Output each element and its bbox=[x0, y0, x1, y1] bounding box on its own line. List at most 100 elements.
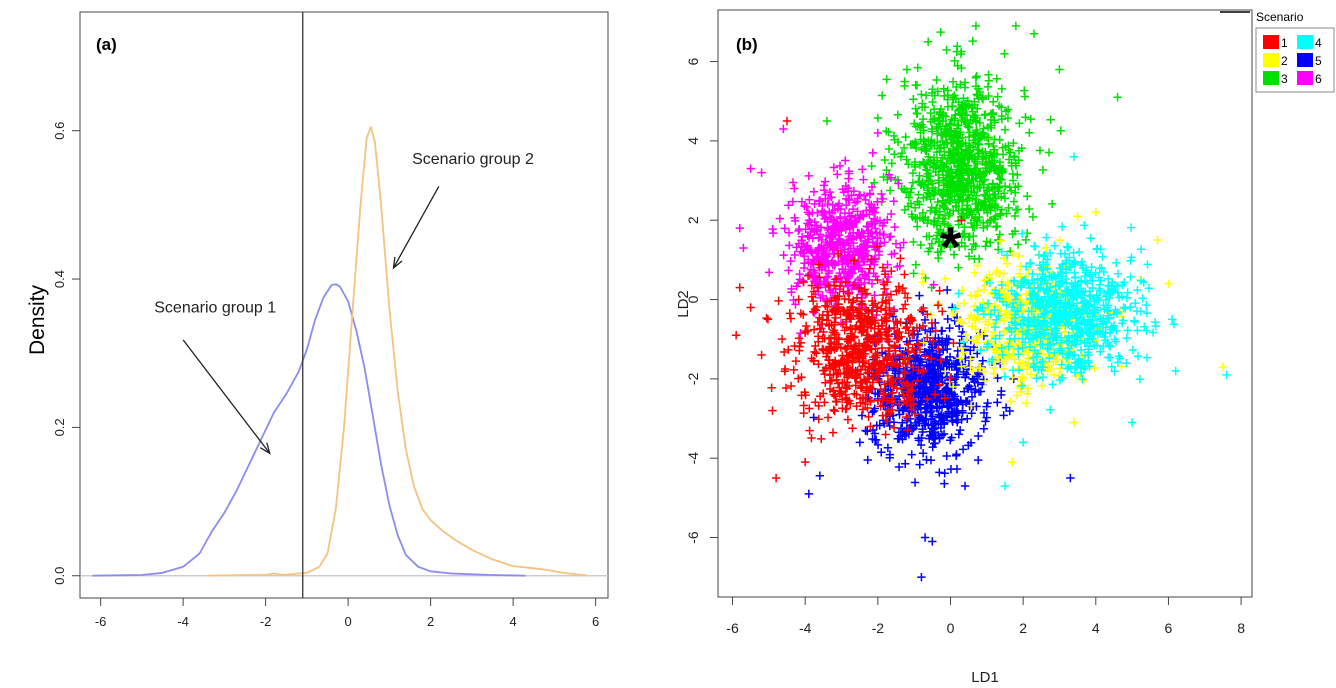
scatter-point-scenario-4 bbox=[1079, 364, 1089, 374]
scatter-point-scenario-4 bbox=[988, 355, 997, 364]
scatter-point-scenario-5 bbox=[942, 285, 952, 295]
scatter-point-scenario-2 bbox=[996, 236, 1006, 246]
scatter-point-scenario-3 bbox=[966, 142, 975, 152]
scatter-point-scenario-5 bbox=[974, 455, 983, 465]
scatter-point-scenario-3 bbox=[890, 150, 899, 159]
scatter-point-scenario-4 bbox=[1007, 327, 1016, 336]
scatter-point-scenario-3 bbox=[950, 56, 959, 66]
scatter-point-scenario-3 bbox=[1008, 176, 1018, 185]
scatter-point-scenario-3 bbox=[998, 150, 1008, 159]
scatter-point-scenario-5 bbox=[928, 537, 937, 546]
scatter-point-scenario-2 bbox=[959, 299, 969, 308]
scatter-point-scenario-4 bbox=[1038, 357, 1047, 366]
scatter-point-scenario-2 bbox=[1012, 391, 1022, 400]
scatter-point-scenario-1 bbox=[838, 351, 847, 360]
scatter-point-scenario-3 bbox=[992, 221, 1002, 231]
scatter-point-scenario-6 bbox=[858, 165, 867, 174]
annotation-label-1: Scenario group 1 bbox=[154, 299, 276, 316]
scatter-point-scenario-1 bbox=[785, 309, 794, 318]
scatter-point-scenario-3 bbox=[923, 183, 932, 193]
scatter-point-scenario-4 bbox=[1055, 303, 1064, 312]
scatter-point-scenario-3 bbox=[1028, 212, 1038, 222]
scatter-point-scenario-2 bbox=[971, 316, 980, 325]
scatter-point-scenario-3 bbox=[948, 77, 958, 86]
scatter-point-scenario-5 bbox=[928, 379, 937, 389]
scatter-point-scenario-2 bbox=[985, 270, 994, 279]
scatter-point-scenario-1 bbox=[757, 350, 766, 360]
scatter-point-scenario-4 bbox=[1035, 329, 1044, 339]
scatter-point-scenario-3 bbox=[982, 168, 991, 177]
scatter-point-scenario-2 bbox=[1008, 457, 1017, 467]
scatter-point-scenario-2 bbox=[957, 343, 966, 353]
scatter-point-scenario-5 bbox=[894, 462, 904, 472]
scatter-point-scenario-5 bbox=[918, 449, 928, 458]
scatter-point-scenario-4 bbox=[1038, 340, 1047, 349]
scatter-point-scenario-3 bbox=[990, 215, 1000, 224]
scatter-point-scenario-3 bbox=[969, 231, 978, 241]
scatter-point-scenario-3 bbox=[927, 127, 937, 136]
scatter-point-scenario-3 bbox=[877, 91, 887, 100]
scatter-point-scenario-3 bbox=[1006, 186, 1016, 195]
scatter-point-scenario-5 bbox=[967, 409, 976, 418]
scatter-point-scenario-5 bbox=[966, 346, 975, 355]
scatter-point-scenario-3 bbox=[922, 232, 931, 241]
scatter-point-scenario-3 bbox=[959, 94, 968, 103]
scatter-point-scenario-1 bbox=[889, 423, 899, 432]
scatter-point-scenario-3 bbox=[971, 241, 980, 251]
scatter-point-scenario-3 bbox=[964, 193, 974, 203]
scatter-point-scenario-4 bbox=[1104, 341, 1114, 350]
scatter-point-scenario-2 bbox=[973, 290, 982, 300]
scatter-point-scenario-3 bbox=[885, 186, 895, 195]
scatter-point-scenario-3 bbox=[936, 158, 946, 167]
scatter-point-scenario-4 bbox=[1119, 303, 1128, 312]
scatter-point-scenario-2 bbox=[1001, 309, 1011, 319]
scatter-point-scenario-3 bbox=[984, 91, 993, 101]
scatter-point-scenario-3 bbox=[902, 65, 912, 74]
scatter-point-scenario-4 bbox=[1111, 337, 1121, 346]
scatter-point-scenario-4 bbox=[1000, 481, 1010, 491]
scatter-point-scenario-3 bbox=[975, 183, 985, 192]
scatter-point-scenario-3 bbox=[985, 149, 995, 158]
density-curve-series-1 bbox=[92, 283, 526, 577]
density-x-tick-label: -2 bbox=[260, 614, 272, 629]
scatter-point-scenario-2 bbox=[1079, 376, 1088, 386]
scatter-point-scenario-5 bbox=[936, 411, 946, 420]
scatter-point-scenario-5 bbox=[915, 417, 924, 426]
scatter-point-scenario-3 bbox=[926, 194, 935, 204]
scatter-point-scenario-2 bbox=[957, 362, 966, 371]
legend-label-scenario-6: 6 bbox=[1315, 72, 1322, 86]
scatter-point-scenario-2 bbox=[1015, 302, 1024, 312]
scatter-point-scenario-4 bbox=[1106, 289, 1115, 298]
scatter-point-scenario-4 bbox=[990, 305, 999, 315]
scatter-point-scenario-4 bbox=[1053, 270, 1063, 279]
scatter-point-scenario-3 bbox=[954, 263, 963, 272]
scatter-point-scenario-3 bbox=[911, 104, 920, 113]
scatter-point-scenario-4 bbox=[1114, 352, 1123, 361]
scatter-point-scenario-4 bbox=[1091, 268, 1100, 278]
scatter-point-scenario-6 bbox=[868, 148, 877, 158]
scatter-point-scenario-4 bbox=[1136, 307, 1145, 316]
scatter-point-scenario-4 bbox=[976, 346, 986, 355]
scatter-point-scenario-6 bbox=[780, 224, 789, 233]
scatter-point-scenario-3 bbox=[1038, 165, 1048, 175]
scatter-point-scenario-5 bbox=[982, 413, 991, 422]
scatter-point-scenario-2 bbox=[1218, 362, 1228, 372]
scatter-point-scenario-3 bbox=[919, 126, 928, 135]
scatter-point-scenario-4 bbox=[1167, 315, 1177, 324]
scatter-point-scenario-5 bbox=[870, 429, 880, 438]
scatter-point-scenario-3 bbox=[946, 119, 955, 129]
scatter-point-scenario-2 bbox=[1003, 353, 1012, 362]
scatter-point-scenario-5 bbox=[999, 411, 1008, 420]
scatter-point-scenario-4 bbox=[1142, 300, 1151, 310]
scatter-point-scenario-6 bbox=[746, 164, 755, 173]
scatter-point-scenario-4 bbox=[1099, 267, 1109, 277]
scatter-point-scenario-2 bbox=[1008, 249, 1018, 259]
lda-x-tick-label: 8 bbox=[1237, 620, 1245, 636]
lda-y-tick-label: 6 bbox=[685, 57, 701, 65]
scatter-point-scenario-5 bbox=[915, 460, 924, 469]
density-y-tick-label: 0.6 bbox=[52, 122, 67, 140]
scatter-point-scenario-4 bbox=[1034, 320, 1044, 330]
scatter-point-scenario-2 bbox=[1026, 370, 1036, 379]
scatter-point-scenario-1 bbox=[795, 346, 804, 355]
scatter-point-scenario-5 bbox=[916, 440, 926, 450]
